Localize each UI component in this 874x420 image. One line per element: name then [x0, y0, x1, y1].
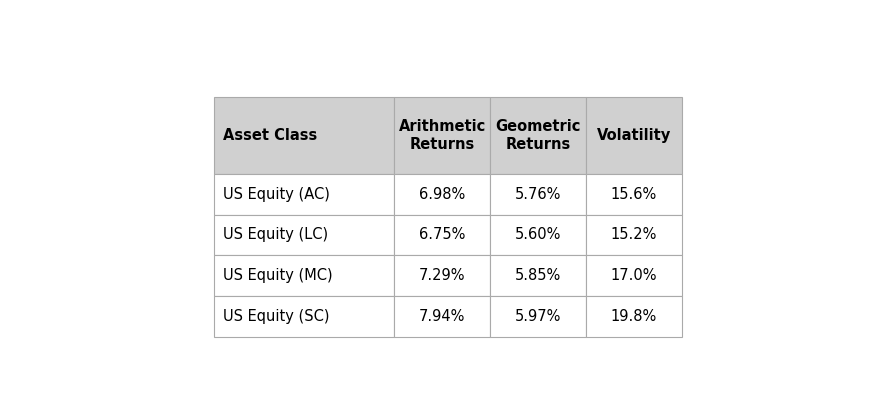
- Text: 15.6%: 15.6%: [611, 187, 657, 202]
- Text: 15.2%: 15.2%: [611, 227, 657, 242]
- Bar: [394, 215, 490, 255]
- Bar: [586, 255, 682, 296]
- Bar: [490, 215, 586, 255]
- Bar: [586, 174, 682, 215]
- Text: 5.97%: 5.97%: [515, 309, 561, 324]
- Bar: [214, 215, 394, 255]
- Bar: [586, 296, 682, 336]
- Text: 6.75%: 6.75%: [419, 227, 465, 242]
- Bar: [490, 296, 586, 336]
- Text: 5.76%: 5.76%: [515, 187, 561, 202]
- Bar: [214, 97, 394, 174]
- Text: 7.29%: 7.29%: [419, 268, 465, 283]
- Text: 19.8%: 19.8%: [611, 309, 657, 324]
- Bar: [586, 215, 682, 255]
- Text: Asset Class: Asset Class: [223, 128, 317, 143]
- Text: US Equity (MC): US Equity (MC): [223, 268, 333, 283]
- Text: Volatility: Volatility: [597, 128, 671, 143]
- Bar: [586, 97, 682, 174]
- Bar: [214, 296, 394, 336]
- Bar: [394, 255, 490, 296]
- Bar: [490, 97, 586, 174]
- Bar: [394, 97, 490, 174]
- Text: US Equity (LC): US Equity (LC): [223, 227, 328, 242]
- Text: 7.94%: 7.94%: [419, 309, 465, 324]
- Text: 5.60%: 5.60%: [515, 227, 561, 242]
- Bar: [214, 255, 394, 296]
- Text: US Equity (SC): US Equity (SC): [223, 309, 329, 324]
- Text: US Equity (AC): US Equity (AC): [223, 187, 329, 202]
- Bar: [394, 174, 490, 215]
- Bar: [490, 255, 586, 296]
- Text: Geometric
Returns: Geometric Returns: [496, 119, 580, 152]
- Text: 17.0%: 17.0%: [610, 268, 657, 283]
- Bar: [490, 174, 586, 215]
- Text: 6.98%: 6.98%: [419, 187, 465, 202]
- Bar: [394, 296, 490, 336]
- Bar: [214, 174, 394, 215]
- Text: 5.85%: 5.85%: [515, 268, 561, 283]
- Text: Arithmetic
Returns: Arithmetic Returns: [399, 119, 486, 152]
